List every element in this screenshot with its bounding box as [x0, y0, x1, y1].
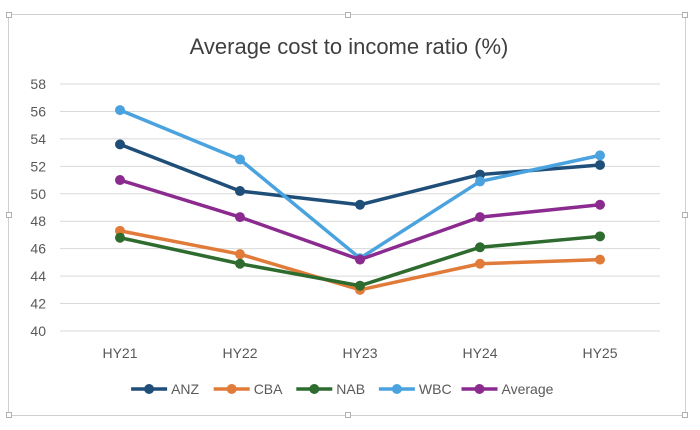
data-point	[235, 212, 245, 223]
y-tick-label: 58	[30, 76, 46, 92]
y-tick-label: 56	[30, 103, 46, 119]
resize-handle-middle-right[interactable]	[682, 212, 688, 218]
legend-marker	[226, 384, 237, 394]
legend-item-nab: NAB	[296, 381, 365, 397]
resize-handle-top-left[interactable]	[6, 12, 12, 18]
series-line	[119, 178, 601, 262]
y-tick-label: 52	[30, 158, 46, 174]
series-line	[119, 142, 601, 207]
x-tick-label: HY23	[342, 345, 377, 361]
chart-frame	[6, 12, 688, 418]
y-tick-label: 40	[30, 323, 46, 339]
y-tick-label: 42	[30, 296, 46, 312]
data-point	[115, 139, 125, 150]
y-tick-label: 50	[30, 186, 46, 202]
x-tick-label: HY24	[462, 345, 497, 361]
data-point	[235, 186, 245, 197]
legend-item-average: Average	[461, 381, 554, 397]
data-point	[235, 258, 245, 269]
legend: ANZ CBA NAB WBC Average	[131, 381, 554, 397]
legend-item-wbc: WBC	[378, 381, 452, 397]
legend-label: WBC	[419, 381, 452, 397]
data-point	[595, 254, 605, 265]
x-tick-label: HY22	[222, 345, 257, 361]
x-tick-label: HY25	[582, 345, 617, 361]
data-point	[355, 280, 365, 291]
series-lines	[115, 105, 605, 295]
resize-handle-top-right[interactable]	[682, 12, 688, 18]
data-point	[235, 249, 245, 260]
data-point	[355, 199, 365, 210]
resize-handle-middle-left[interactable]	[6, 212, 12, 218]
legend-marker	[309, 384, 320, 394]
legend-marker	[474, 384, 485, 394]
x-axis-tick-labels: HY21 HY22 HY23 HY24 HY25	[102, 345, 617, 361]
series-average	[115, 175, 605, 265]
y-tick-label: 54	[30, 131, 46, 147]
legend-label: NAB	[336, 381, 365, 397]
data-point	[475, 212, 485, 223]
x-tick-label: HY21	[102, 345, 137, 361]
data-point	[595, 159, 605, 170]
data-point	[115, 175, 125, 186]
data-point	[475, 169, 485, 180]
data-point	[475, 258, 485, 269]
legend-item-anz: ANZ	[131, 381, 200, 397]
data-point	[595, 231, 605, 242]
resize-handle-bottom-center[interactable]	[345, 412, 351, 418]
legend-label: ANZ	[171, 381, 199, 397]
data-point	[115, 232, 125, 243]
series-line	[119, 108, 601, 261]
resize-handle-bottom-right[interactable]	[682, 412, 688, 418]
resize-handle-bottom-left[interactable]	[6, 412, 12, 418]
data-point	[355, 254, 365, 265]
legend-label: Average	[502, 381, 554, 397]
series-wbc	[115, 105, 605, 264]
y-tick-label: 46	[30, 241, 46, 257]
data-point	[595, 150, 605, 161]
data-point	[475, 242, 485, 253]
legend-marker	[391, 384, 402, 394]
resize-handle-top-center[interactable]	[345, 12, 351, 18]
y-tick-label: 48	[30, 213, 46, 229]
data-point	[235, 154, 245, 165]
legend-item-cba: CBA	[213, 381, 283, 397]
series-nab	[115, 231, 605, 291]
data-point	[115, 225, 125, 236]
legend-marker	[144, 384, 155, 394]
data-point	[115, 105, 125, 116]
y-tick-label: 44	[30, 268, 46, 284]
chart-title: Average cost to income ratio (%)	[190, 34, 509, 59]
series-anz	[115, 139, 605, 210]
data-point	[475, 176, 485, 187]
legend-label: CBA	[254, 381, 283, 397]
data-point	[595, 199, 605, 210]
y-axis-tick-labels: 40 42 44 46 48 50 52 54 56 58	[30, 76, 46, 339]
